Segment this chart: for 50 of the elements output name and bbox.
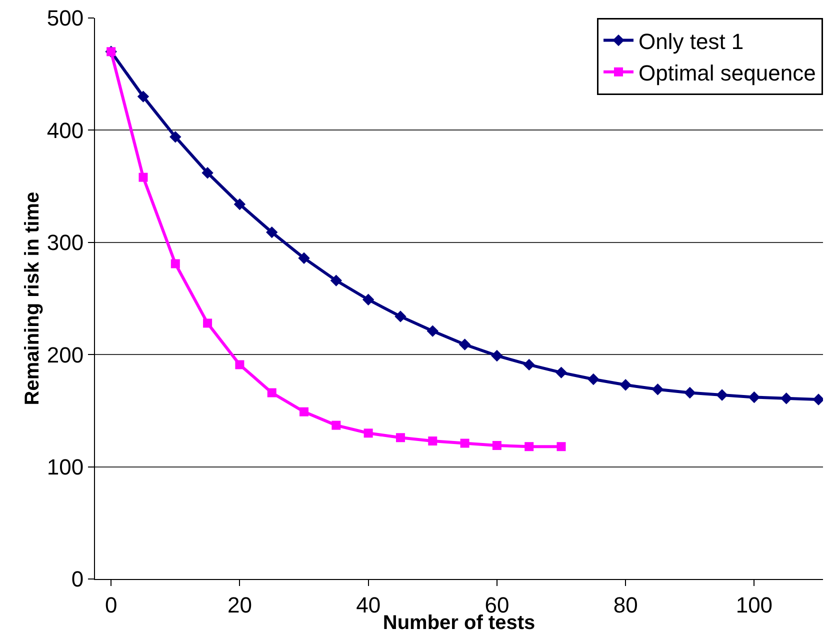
- y-tick-label: 100: [46, 454, 84, 480]
- point: [555, 366, 568, 378]
- point: [330, 274, 342, 286]
- point: [364, 428, 373, 438]
- point: [523, 358, 535, 371]
- y-tick-label: 500: [46, 6, 84, 31]
- point: [491, 350, 503, 362]
- point: [298, 252, 310, 264]
- legend-label: Optimal sequence: [638, 60, 816, 86]
- point: [652, 384, 664, 396]
- x-tick-label: 100: [736, 592, 773, 618]
- point: [748, 391, 760, 404]
- point: [203, 318, 212, 328]
- y-tick-label: 400: [46, 118, 84, 143]
- legend-label: Only test 1: [638, 28, 744, 54]
- point: [234, 198, 246, 210]
- x-tick-label: 20: [227, 592, 252, 618]
- y-tick-label: 0: [71, 566, 84, 592]
- x-tick-label: 0: [104, 592, 118, 618]
- point: [170, 131, 182, 143]
- point: [492, 440, 502, 450]
- point: [396, 433, 405, 442]
- point: [428, 436, 438, 446]
- point: [170, 259, 180, 268]
- point: [812, 394, 823, 406]
- point: [684, 386, 696, 399]
- point: [458, 338, 471, 350]
- point: [138, 172, 148, 182]
- point: [780, 392, 792, 404]
- y-tick-label: 200: [46, 342, 84, 368]
- point: [556, 442, 566, 452]
- x-tick-label: 80: [613, 592, 638, 618]
- point: [235, 360, 244, 370]
- point: [588, 373, 600, 386]
- point: [267, 388, 276, 398]
- x-tick-label: 40: [356, 592, 381, 618]
- y-axis-title: Remaining risk in time: [21, 192, 44, 406]
- point: [362, 294, 374, 306]
- point: [332, 420, 341, 430]
- point: [137, 90, 150, 102]
- point: [394, 310, 406, 322]
- y-tick-label: 300: [46, 230, 84, 256]
- point: [202, 166, 214, 179]
- point: [266, 226, 278, 238]
- point: [460, 438, 470, 448]
- point: [426, 325, 438, 337]
- point: [300, 407, 309, 416]
- point: [716, 389, 728, 401]
- point: [524, 442, 534, 452]
- point: [620, 379, 632, 391]
